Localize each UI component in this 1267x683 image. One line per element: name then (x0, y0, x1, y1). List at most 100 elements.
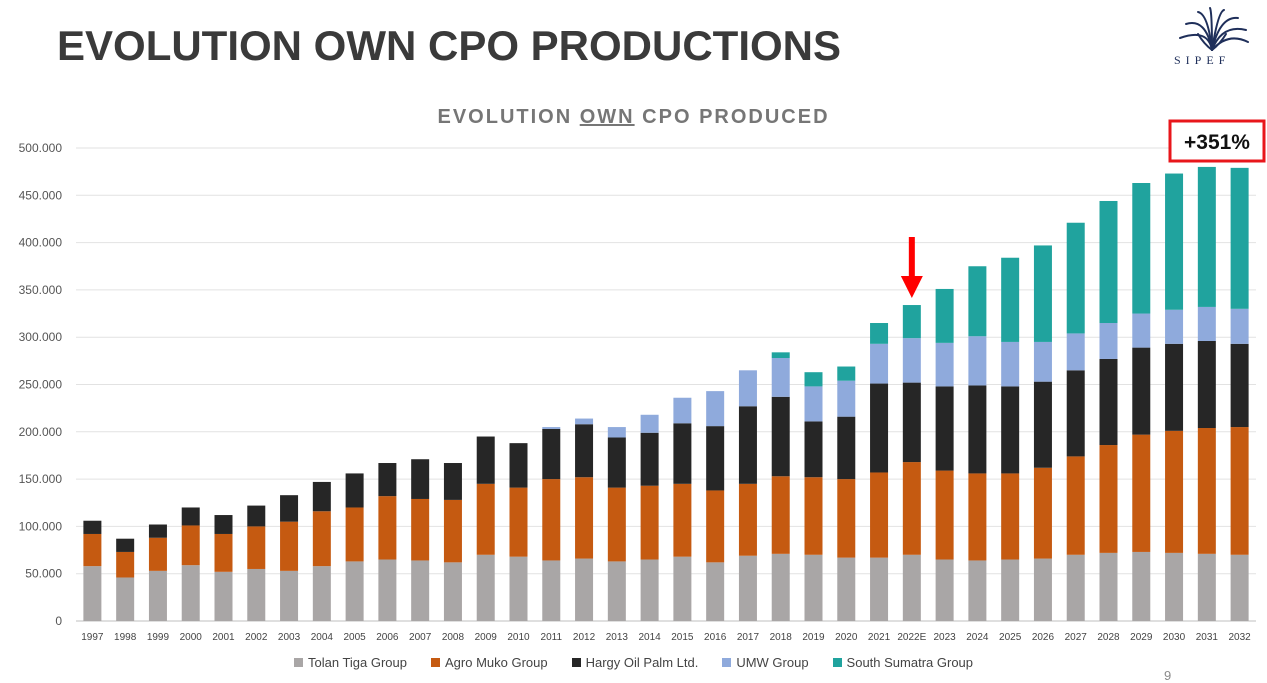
x-tick-label: 2025 (999, 632, 1022, 643)
bar-segment (804, 386, 823, 422)
bar-segment (902, 382, 921, 463)
chart-title-part-underlined: OWN (579, 106, 635, 128)
x-tick-label: 2010 (507, 632, 530, 643)
chart-legend: Tolan Tiga Group Agro Muko Group Hargy Oil… (0, 655, 1267, 670)
bar-segment (542, 560, 561, 621)
y-tick-label: 500.000 (19, 141, 63, 155)
x-tick-label: 2001 (212, 632, 235, 643)
bar-segment (1099, 445, 1118, 553)
bar-segment (804, 477, 823, 555)
bar-segment (116, 577, 135, 621)
bar-segment (1099, 358, 1118, 446)
bar-segment (607, 427, 626, 438)
bar-segment (247, 505, 266, 527)
bar-segment (476, 554, 495, 621)
bar-segment (312, 481, 331, 512)
x-tick-label: 2027 (1065, 632, 1088, 643)
growth-callout-box (1168, 119, 1266, 163)
y-tick-label: 250.000 (19, 378, 63, 392)
bar-segment (1066, 370, 1085, 457)
bar-segment (83, 566, 102, 621)
bar-segment (1099, 552, 1118, 621)
bar-segment (706, 426, 725, 491)
x-tick-label: 2017 (737, 632, 760, 643)
bar-segment (935, 386, 954, 471)
bar-segment (575, 558, 594, 621)
x-tick-label: 2021 (868, 632, 891, 643)
bar-segment (148, 537, 167, 571)
bar-segment (312, 566, 331, 621)
bar-segment (443, 562, 462, 621)
x-tick-label: 2011 (541, 632, 563, 643)
y-tick-label: 150.000 (19, 472, 63, 486)
legend-item: Tolan Tiga Group (293, 655, 407, 670)
bar-segment (1230, 167, 1249, 309)
x-tick-label: 2002 (245, 632, 268, 643)
bar-segment (1165, 343, 1184, 431)
x-tick-label: 1999 (147, 632, 170, 643)
x-tick-label: 2020 (835, 632, 858, 643)
bar-segment (968, 560, 987, 621)
page-number: 9 (1164, 668, 1172, 683)
legend-swatch (431, 658, 440, 667)
bar-segment (1230, 427, 1249, 555)
x-tick-label: 2012 (573, 632, 596, 643)
x-tick-label: 2023 (933, 632, 956, 643)
bar-segment (443, 499, 462, 563)
legend-label: UMW Group (736, 655, 809, 670)
x-tick-label: 2008 (442, 632, 465, 643)
bar-segment (181, 565, 200, 621)
bar-segment (673, 483, 692, 557)
bar-segment (247, 568, 266, 621)
bar-segment (935, 342, 954, 387)
bar-segment (771, 476, 790, 554)
bar-segment (902, 305, 921, 339)
bar-segment (1230, 343, 1249, 428)
x-tick-label: 2009 (475, 632, 498, 643)
chart-title-part: CPO PRODUCED (634, 106, 830, 128)
bar-segment (738, 555, 757, 621)
bar-segment (345, 473, 364, 508)
bar-segment (1033, 245, 1052, 342)
bar-segment (181, 507, 200, 526)
bar-segment (870, 383, 889, 473)
x-tick-label: 1998 (114, 632, 137, 643)
bar-segment (837, 479, 856, 558)
bar-segment (1165, 309, 1184, 344)
bar-segment (148, 524, 167, 538)
y-tick-label: 0 (55, 614, 62, 628)
bar-segment (1197, 340, 1216, 429)
bar-segment (706, 490, 725, 563)
bar-segment (476, 436, 495, 484)
bar-segment (575, 418, 594, 425)
bar-segment (607, 561, 626, 621)
bar-segment (214, 533, 233, 572)
bar-segment (1099, 323, 1118, 359)
x-tick-label: 2007 (409, 632, 432, 643)
bar-segment (1197, 306, 1216, 341)
bar-segment (280, 521, 299, 571)
bar-segment (771, 553, 790, 621)
bar-segment (345, 507, 364, 562)
x-tick-label: 2032 (1228, 632, 1251, 643)
bar-segment (378, 463, 397, 497)
bar-segment (771, 396, 790, 477)
bar-segment (83, 533, 102, 567)
y-tick-label: 50.000 (25, 567, 62, 581)
x-tick-label: 2004 (311, 632, 334, 643)
bar-segment (870, 343, 889, 384)
bar-segment (1132, 551, 1151, 621)
legend-label: Tolan Tiga Group (307, 655, 407, 670)
bar-segment (1132, 434, 1151, 552)
x-tick-label: 2015 (671, 632, 694, 643)
bar-segment (706, 562, 725, 621)
bar-segment (968, 266, 987, 337)
bar-segment (116, 551, 135, 578)
legend-label: South Sumatra Group (846, 655, 974, 670)
bar-segment (837, 557, 856, 621)
y-tick-label: 100.000 (19, 519, 63, 533)
bar-segment (968, 473, 987, 561)
legend-label: Hargy Oil Palm Ltd. (585, 655, 699, 670)
bar-segment (968, 336, 987, 386)
x-tick-label: 2022E (897, 632, 926, 643)
